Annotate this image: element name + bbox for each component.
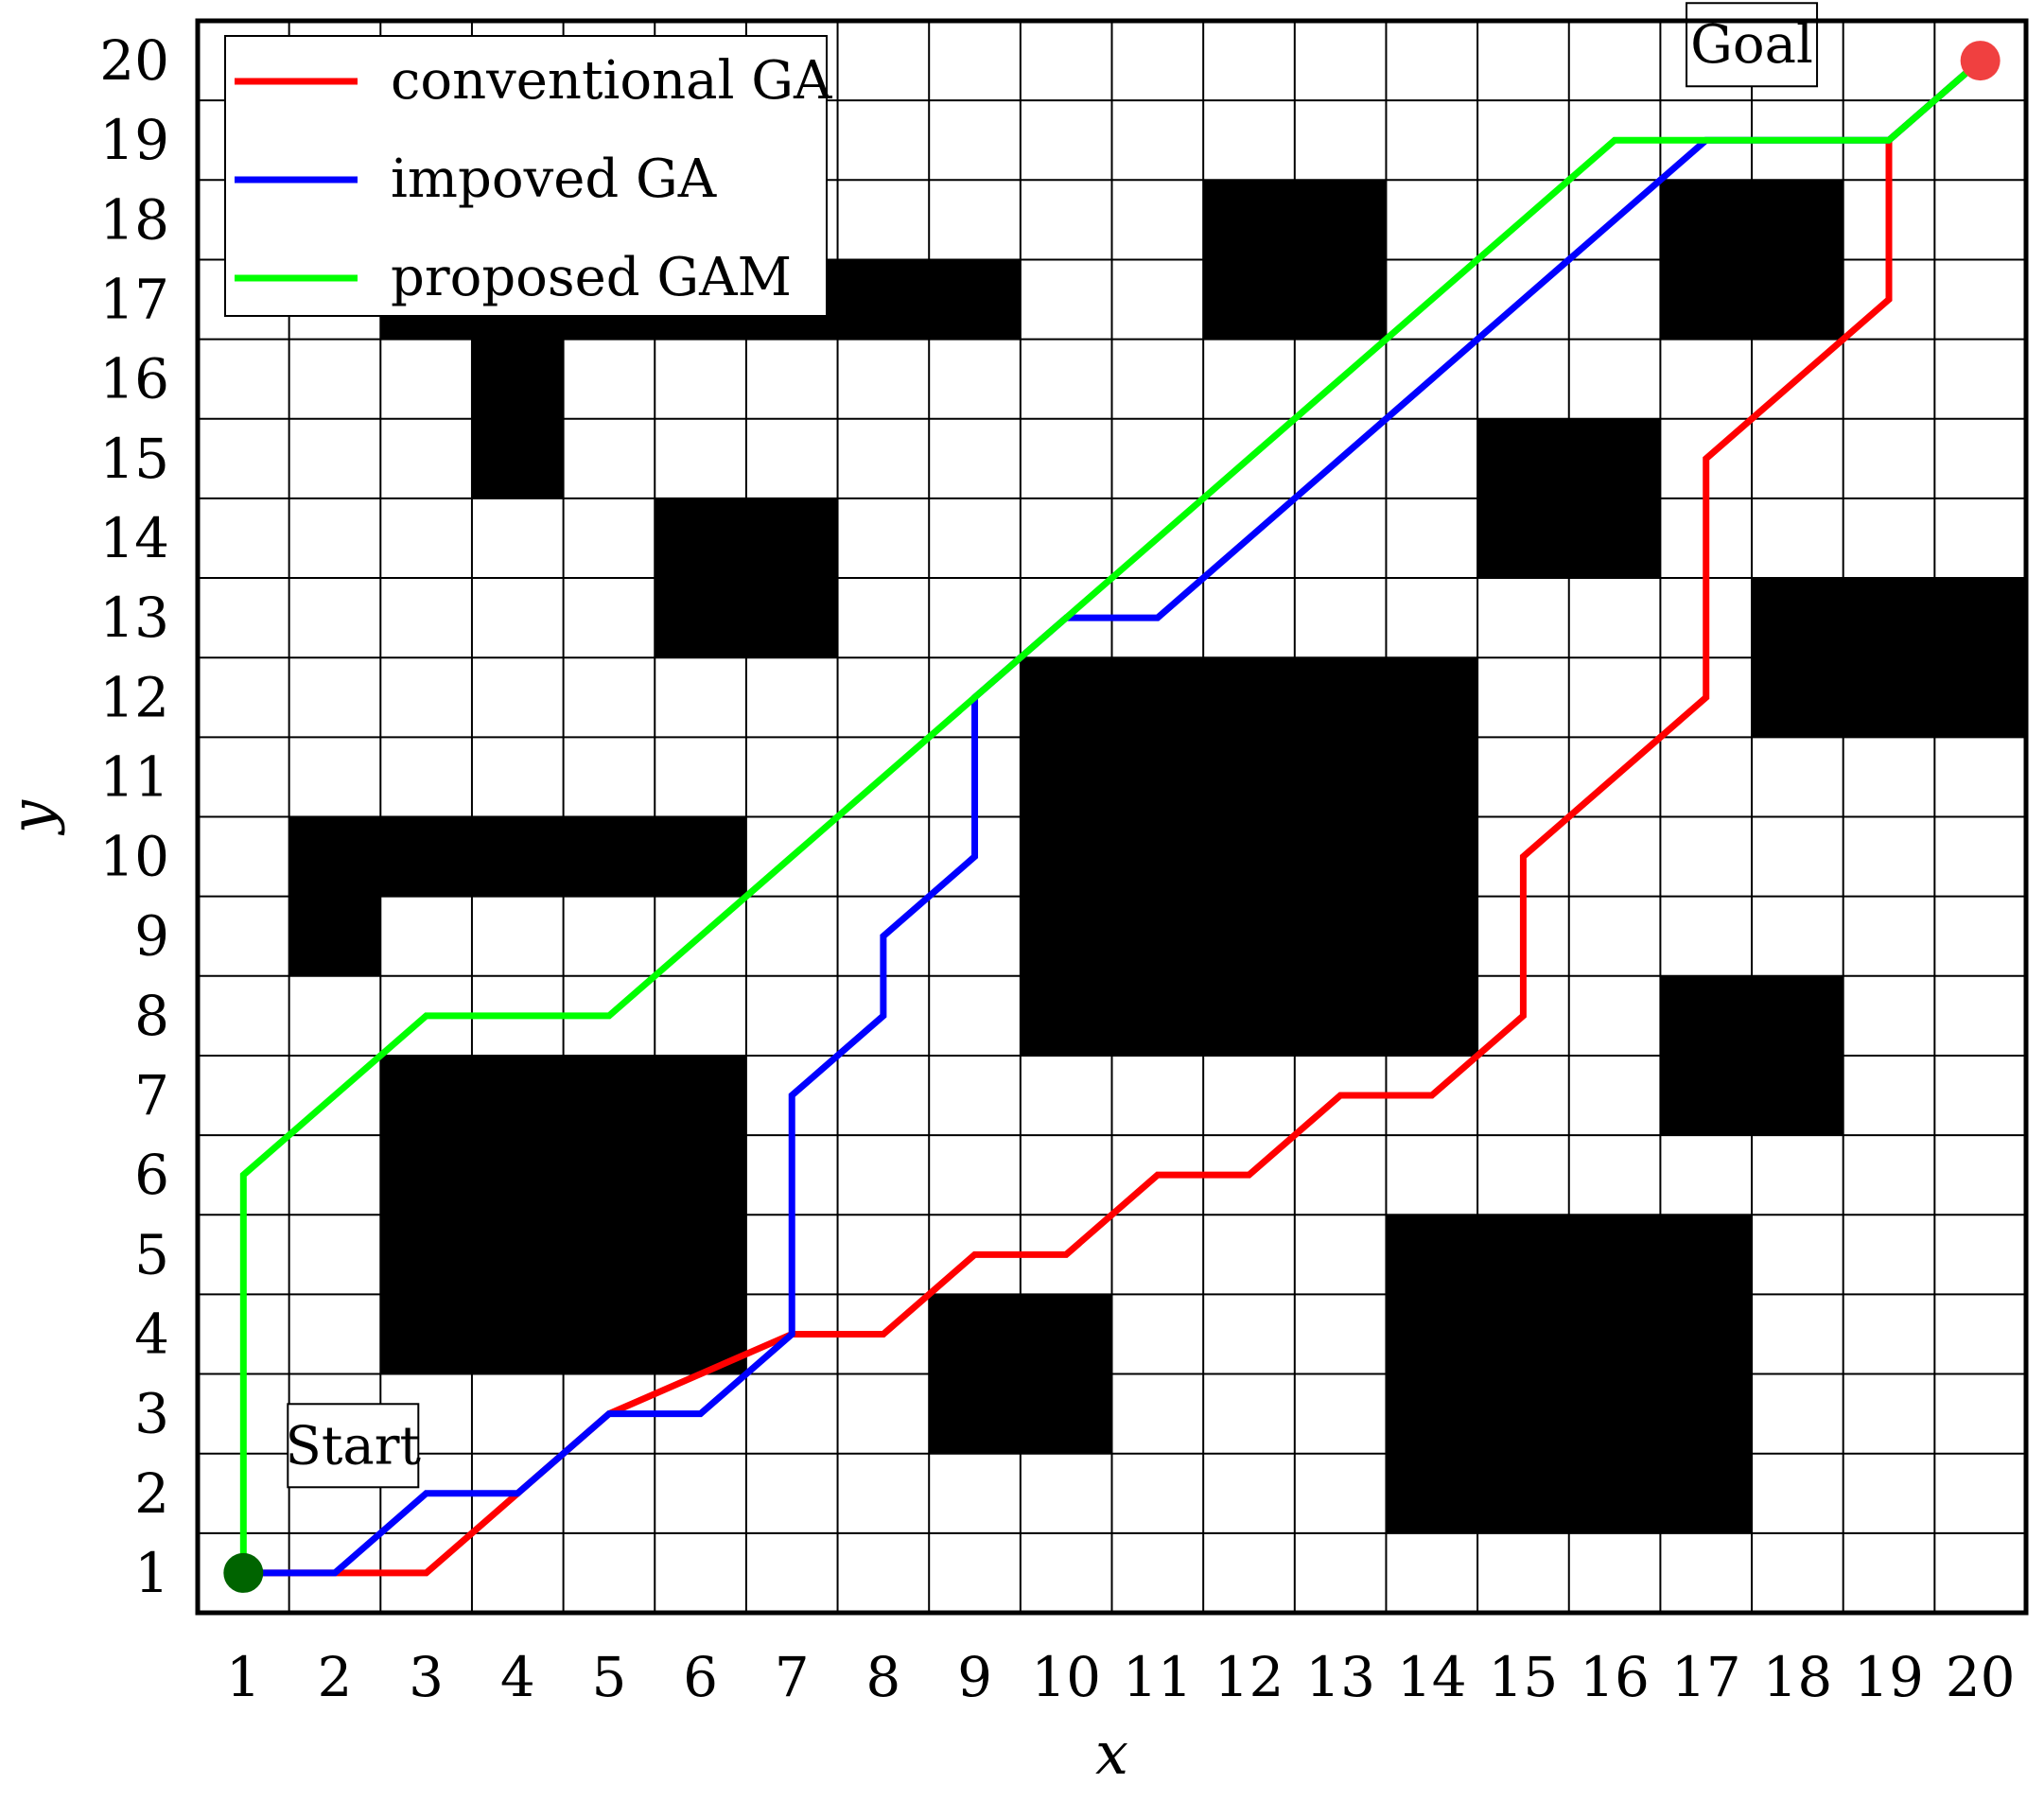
y-tick-label: 9 bbox=[134, 904, 169, 969]
y-tick-label: 7 bbox=[134, 1063, 169, 1128]
obstacle-11 bbox=[288, 816, 746, 897]
x-tick-label: 11 bbox=[1123, 1645, 1193, 1709]
goal-box bbox=[1686, 2, 1819, 88]
y-tick-label: 10 bbox=[99, 825, 169, 889]
x-tick-labels: 1 2 3 4 5 6 7 8 9 10 11 12 13 14 15 16 17 18 19 20 bbox=[226, 1645, 2016, 1709]
y-tick-label: 5 bbox=[134, 1222, 169, 1286]
y-tick-label: 15 bbox=[99, 427, 169, 491]
obstacle-4 bbox=[1020, 657, 1478, 1056]
x-tick-label: 7 bbox=[775, 1645, 810, 1709]
x-tick-label: 19 bbox=[1854, 1645, 1924, 1709]
y-tick-label: 13 bbox=[99, 586, 169, 650]
x-tick-label: 20 bbox=[1946, 1645, 2016, 1709]
series-line-1 bbox=[243, 58, 1983, 1577]
y-tick-label: 18 bbox=[99, 187, 169, 252]
x-tick-label: 5 bbox=[591, 1645, 626, 1709]
y-tick-label: 2 bbox=[134, 1461, 169, 1526]
plot-frame bbox=[195, 18, 2029, 1616]
x-tick-label: 13 bbox=[1305, 1645, 1375, 1709]
x-tick-label: 4 bbox=[500, 1645, 535, 1709]
y-tick-label: 20 bbox=[99, 28, 169, 93]
legend: conventional GA impoved GA proposed GAM bbox=[224, 35, 832, 317]
x-tick-label: 6 bbox=[683, 1645, 718, 1709]
series-line-2 bbox=[243, 58, 1983, 1577]
series-lines bbox=[239, 58, 1983, 1577]
x-tick-label: 15 bbox=[1489, 1645, 1559, 1709]
legend-label-1: conventional GA bbox=[391, 50, 832, 112]
x-tick-label: 14 bbox=[1397, 1645, 1467, 1709]
y-tick-label: 3 bbox=[134, 1382, 169, 1446]
y-tick-label: 14 bbox=[99, 506, 169, 570]
y-tick-label: 17 bbox=[99, 268, 169, 332]
x-tick-label: 16 bbox=[1580, 1645, 1650, 1709]
start-box bbox=[287, 1403, 420, 1489]
y-tick-label: 11 bbox=[99, 744, 169, 809]
x-tick-label: 10 bbox=[1031, 1645, 1101, 1709]
x-axis-label: x bbox=[1095, 1719, 1128, 1788]
y-tick-label: 1 bbox=[134, 1541, 169, 1605]
goal-label: Goal bbox=[1690, 14, 1813, 76]
obstacle-12 bbox=[288, 896, 381, 976]
x-tick-label: 12 bbox=[1214, 1645, 1284, 1709]
markers: Start Goal bbox=[223, 2, 2000, 1593]
legend-label-3: proposed GAM bbox=[391, 247, 792, 308]
x-tick-label: 18 bbox=[1762, 1645, 1832, 1709]
y-tick-label: 6 bbox=[134, 1143, 169, 1207]
x-tick-label: 9 bbox=[957, 1645, 992, 1709]
x-tick-label: 3 bbox=[409, 1645, 444, 1709]
obstacles bbox=[288, 180, 2026, 1533]
y-tick-label: 19 bbox=[99, 108, 169, 172]
x-tick-label: 8 bbox=[865, 1645, 900, 1709]
y-tick-label: 8 bbox=[134, 984, 169, 1048]
start-marker bbox=[223, 1552, 264, 1593]
x-tick-label: 17 bbox=[1671, 1645, 1741, 1709]
y-axis-label: y bbox=[0, 799, 66, 836]
y-tick-label: 4 bbox=[134, 1302, 169, 1366]
goal-marker bbox=[1960, 41, 2000, 81]
x-tick-label: 1 bbox=[226, 1645, 261, 1709]
series-line-3 bbox=[239, 58, 1983, 1573]
legend-label-2: impoved GA bbox=[391, 149, 717, 210]
x-tick-label: 2 bbox=[318, 1645, 353, 1709]
y-tick-label: 12 bbox=[99, 665, 169, 729]
start-label: Start bbox=[286, 1415, 422, 1477]
y-tick-label: 16 bbox=[99, 347, 169, 411]
